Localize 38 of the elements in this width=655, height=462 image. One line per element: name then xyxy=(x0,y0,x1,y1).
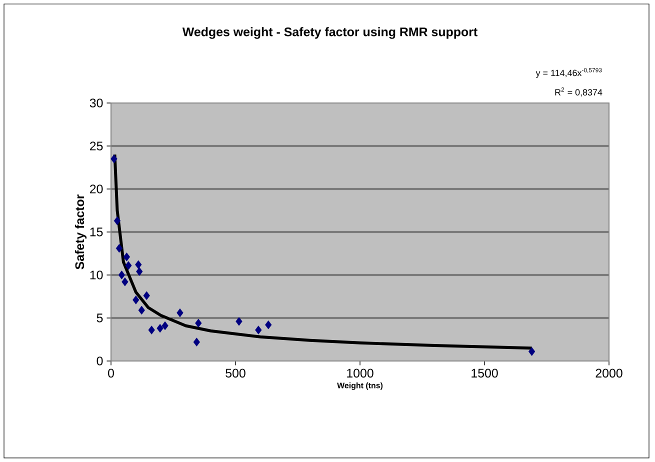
point xyxy=(528,347,536,356)
point xyxy=(123,252,130,262)
point xyxy=(125,261,132,270)
point xyxy=(118,270,126,280)
x-tick-label: 2000 xyxy=(596,368,622,378)
point xyxy=(156,324,164,333)
point xyxy=(236,317,242,326)
y-axis-title: Safety factor xyxy=(74,194,87,270)
y-tick-label: 20 xyxy=(90,184,103,194)
point xyxy=(148,326,155,334)
chart-title: Wedges weight - Safety factor using RMR support xyxy=(182,27,478,39)
y-tick-label: 5 xyxy=(96,314,103,322)
x-tick-label: 1500 xyxy=(472,368,498,378)
x-tick-label: 0 xyxy=(108,368,114,378)
point xyxy=(143,291,150,300)
point xyxy=(122,277,128,286)
point xyxy=(132,296,140,304)
point xyxy=(110,154,118,164)
y-tick-label: 30 xyxy=(90,98,103,108)
point xyxy=(162,321,168,330)
x-tick-label: 500 xyxy=(226,368,246,378)
text: y = 114,46x$^{-0,5793}$ xyxy=(536,68,602,78)
x-tick-label: 1000 xyxy=(347,368,374,378)
y-tick-label: 10 xyxy=(90,270,103,280)
point xyxy=(138,306,145,315)
text: R$^{2}$ = 0,8374 xyxy=(555,87,602,97)
point xyxy=(193,338,200,346)
y-tick-label: 15 xyxy=(90,228,103,236)
y-tick-label: 25 xyxy=(90,142,103,150)
point xyxy=(116,244,123,253)
point xyxy=(265,320,272,330)
point xyxy=(135,260,142,270)
point xyxy=(255,326,262,334)
point xyxy=(176,308,184,318)
point xyxy=(114,216,121,226)
y-tick-label: 0 xyxy=(96,356,103,366)
point xyxy=(195,318,202,328)
point xyxy=(136,267,143,276)
